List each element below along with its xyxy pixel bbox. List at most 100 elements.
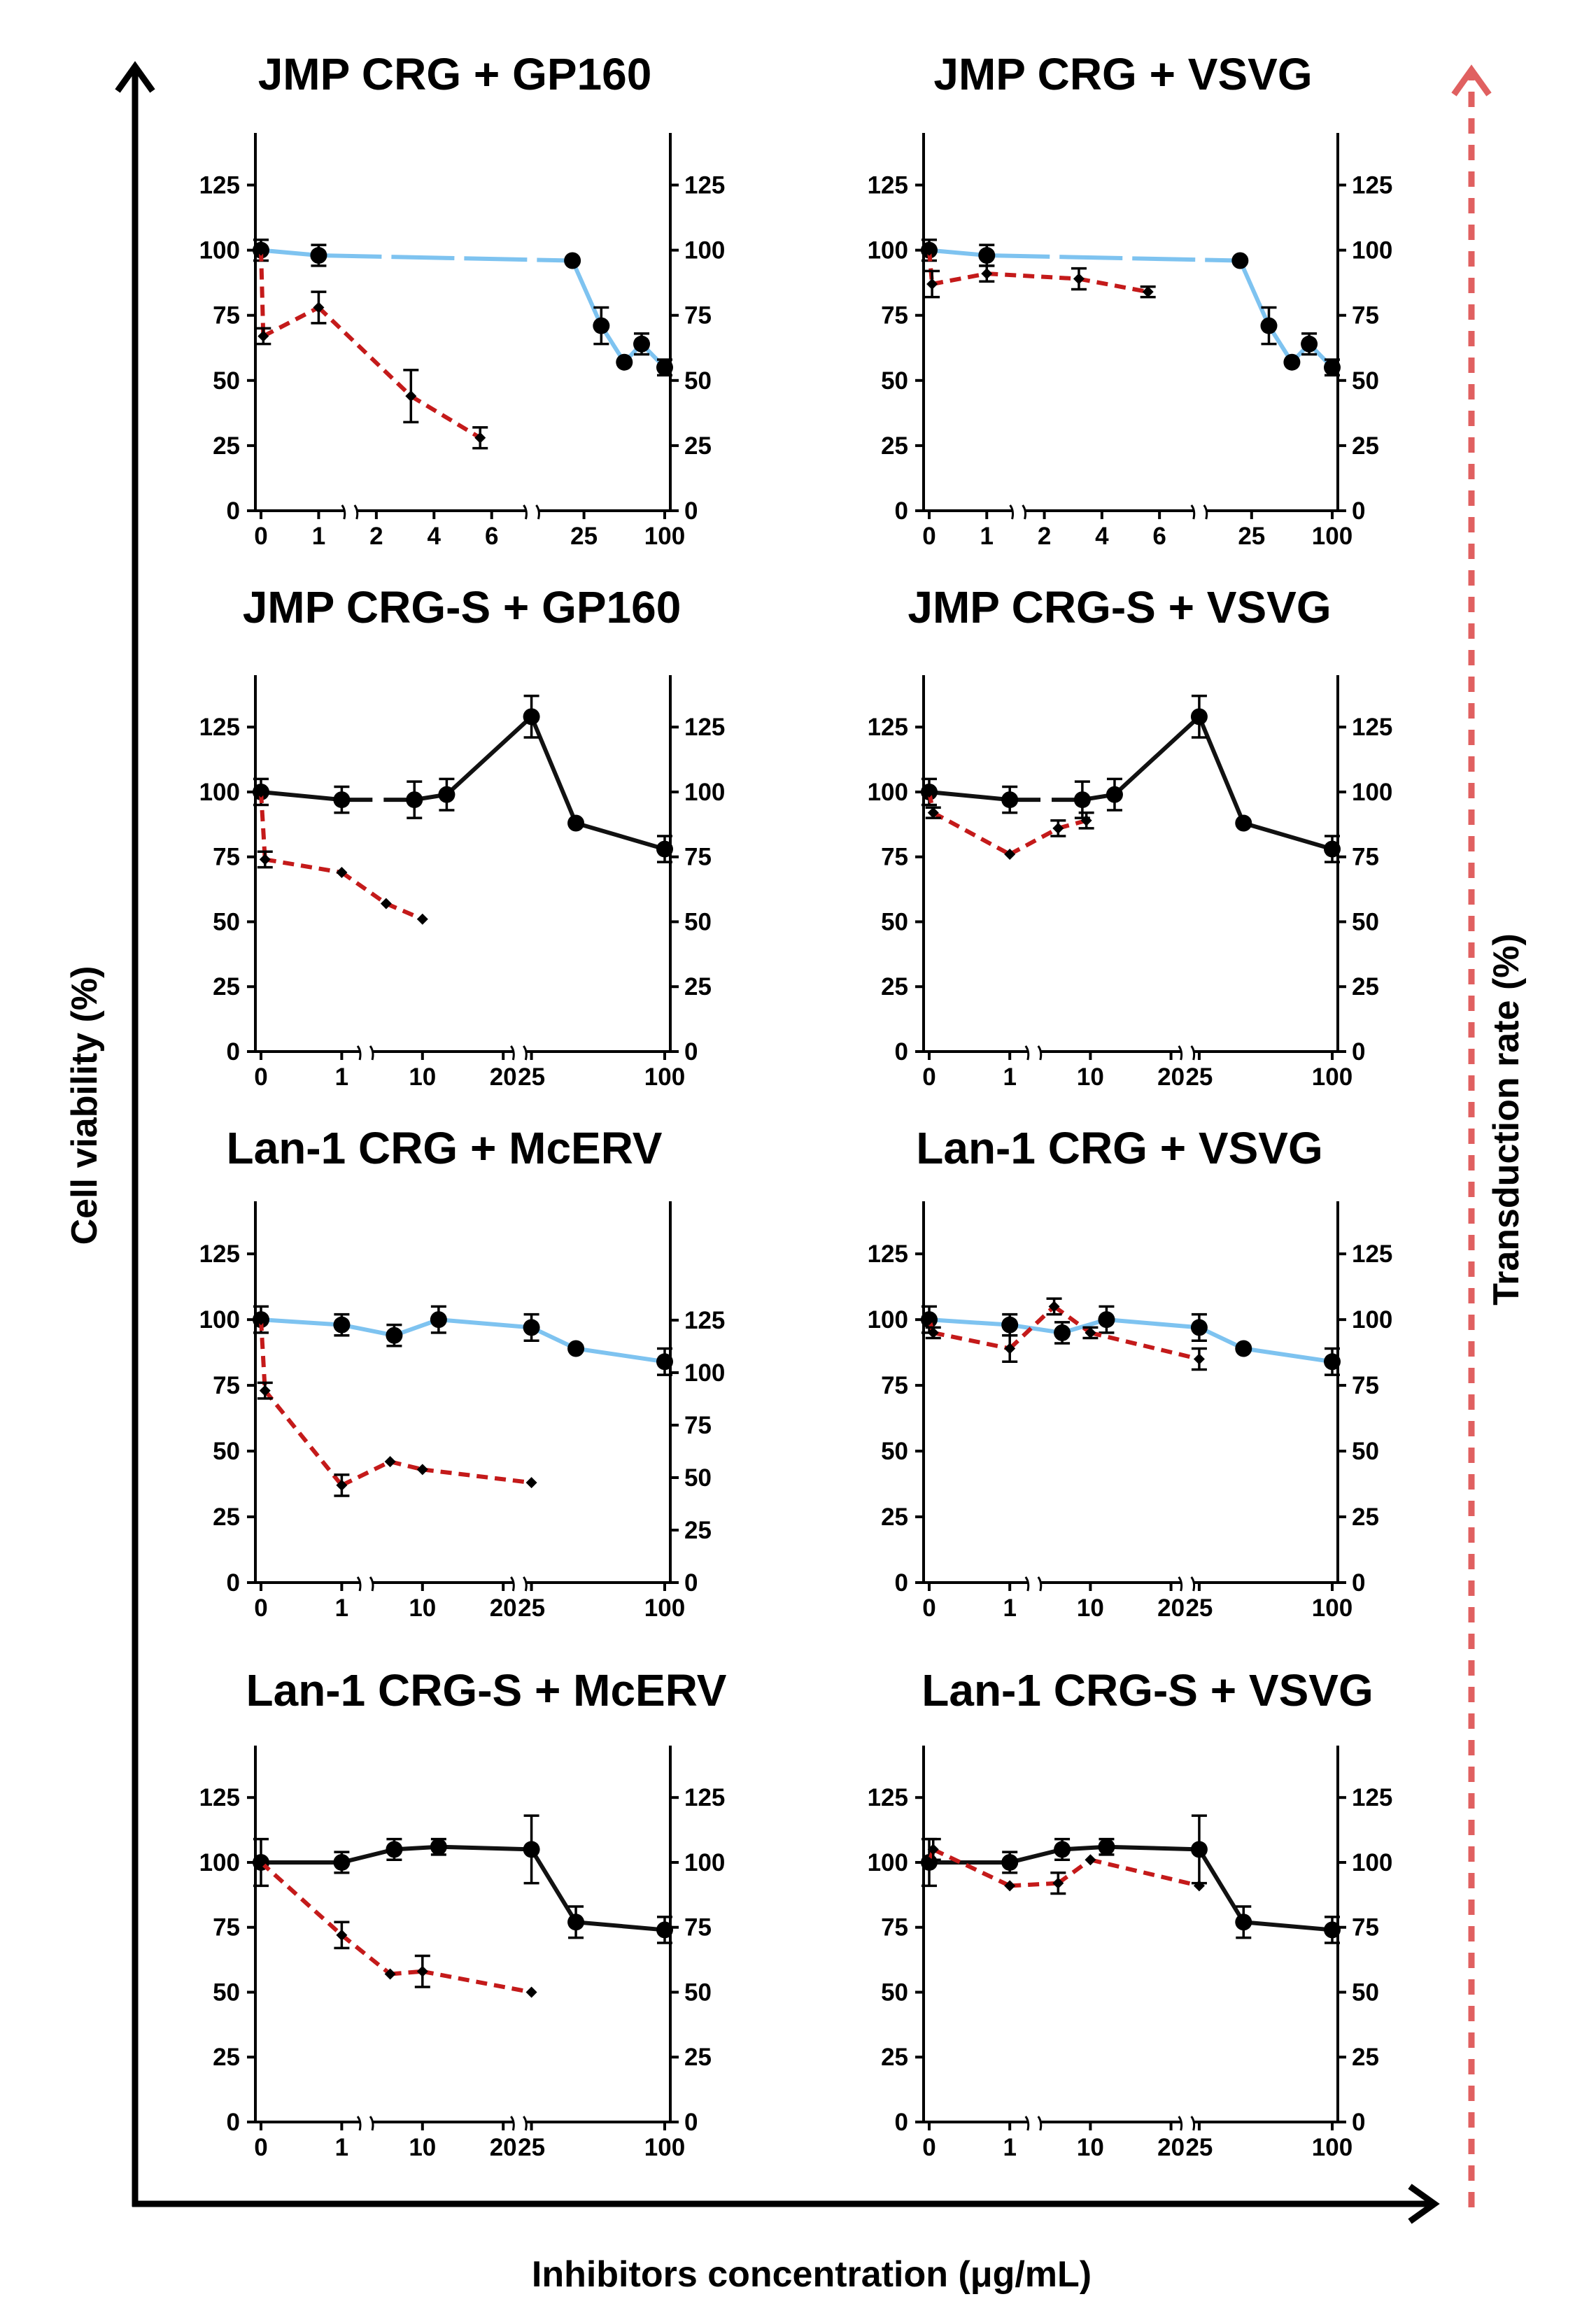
y-tick-label: 25 (213, 432, 240, 460)
data-point-circle (567, 1914, 585, 1931)
x-tick-label: 10 (409, 1594, 436, 1622)
y2-tick-label: 25 (1352, 2044, 1379, 2071)
data-point-diamond (257, 330, 269, 342)
data-point-diamond (927, 1327, 939, 1338)
x-tick-label: 100 (644, 1063, 685, 1091)
y2-tick-label: 100 (1352, 1306, 1392, 1334)
data-point-circle (1231, 252, 1249, 269)
y-tick-label: 75 (881, 844, 908, 871)
series-segment (1009, 1322, 1063, 1335)
series-segment (530, 1848, 578, 1923)
x-tick-label: 0 (922, 1594, 935, 1622)
data-point-diamond (416, 1965, 428, 1977)
y2-tick-label: 125 (1352, 1240, 1392, 1268)
y-tick-label: 125 (199, 1784, 240, 1811)
series-segment (1243, 1346, 1333, 1364)
y2-tick-label: 0 (1352, 1569, 1365, 1597)
y-tick-label: 100 (199, 779, 240, 806)
axis-break-mark (356, 1045, 362, 1061)
series-segment (1106, 1317, 1200, 1330)
y2-tick-label: 25 (684, 1517, 712, 1544)
y-tick-label: 125 (868, 714, 908, 741)
axis-break-mark (1178, 1045, 1183, 1061)
panel-title: JMP CRG + GP160 (258, 49, 652, 99)
data-point-circle (523, 1841, 540, 1858)
y-tick-label: 100 (868, 1849, 908, 1876)
data-point-diamond (1052, 1877, 1064, 1889)
data-point-circle (386, 1841, 403, 1858)
y-tick-label: 100 (199, 237, 240, 264)
y2-tick-label: 50 (1352, 908, 1379, 935)
right-axis-arrowhead (1451, 64, 1492, 97)
y2-tick-label: 100 (684, 1849, 725, 1876)
y2-tick-label: 125 (1352, 1784, 1392, 1811)
data-point-circle (1235, 814, 1252, 832)
x-tick-label: 100 (644, 1594, 685, 1622)
data-point-circle (593, 317, 610, 334)
data-point-circle (1054, 1324, 1071, 1341)
x-tick-label: 25 (1185, 1063, 1213, 1091)
y-tick-label: 50 (213, 908, 240, 935)
x-tick-label: 25 (518, 1063, 545, 1091)
data-point-circle (1324, 1353, 1341, 1371)
x-tick-label: 10 (409, 1063, 436, 1091)
data-point-circle (616, 353, 633, 371)
y2-tick-label: 100 (684, 237, 725, 264)
series-segment (317, 306, 413, 398)
data-point-diamond (1004, 1343, 1016, 1354)
series-segment (438, 1844, 532, 1852)
axis-break-mark (341, 504, 346, 520)
data-point-circle (1098, 1311, 1115, 1329)
x-tick-label: 0 (254, 1063, 267, 1091)
series-segment (422, 1467, 532, 1485)
axis-break-mark (1009, 504, 1015, 520)
data-point-diamond (336, 866, 348, 878)
axis-break-mark (1178, 1576, 1183, 1592)
y-tick-label: 125 (868, 1240, 908, 1268)
data-point-diamond (1193, 1353, 1205, 1365)
y2-tick-label: 50 (1352, 1979, 1379, 2006)
y2-tick-label: 100 (1352, 779, 1392, 806)
data-point-diamond (255, 244, 267, 256)
series-segment (1008, 826, 1059, 856)
series-segment (933, 1330, 1010, 1351)
data-point-diamond (336, 1929, 348, 1941)
axis-break-mark (1024, 2116, 1030, 2131)
x-tick-label: 25 (1185, 1594, 1213, 1622)
data-point-circle (333, 1853, 351, 1871)
series-segment (340, 870, 388, 905)
series-segment (445, 715, 533, 796)
y2-tick-label: 125 (1352, 714, 1392, 741)
series-segment (341, 1847, 395, 1865)
y2-tick-label: 25 (684, 973, 712, 1000)
data-point-diamond (1004, 1880, 1016, 1892)
y2-tick-label: 125 (684, 714, 725, 741)
data-point-circle (656, 840, 673, 858)
data-point-diamond (924, 1314, 935, 1326)
y-tick-label: 50 (213, 367, 240, 395)
y2-tick-label: 100 (1352, 1849, 1392, 1876)
axis-break-mark (523, 504, 528, 520)
y-tick-label: 125 (199, 1240, 240, 1268)
x-tick-label: 0 (922, 1063, 935, 1091)
y2-tick-label: 125 (684, 1784, 725, 1811)
data-point-circle (633, 335, 651, 353)
y2-tick-label: 0 (684, 1038, 698, 1066)
data-point-circle (333, 1316, 351, 1334)
y2-tick-label: 75 (684, 844, 712, 871)
data-point-circle (978, 247, 996, 264)
series-segment (1057, 818, 1087, 830)
x-tick-label: 6 (1152, 523, 1166, 550)
bottom-axis-label: Inhibitors concentration (μg/mL) (532, 2254, 1092, 2295)
y-tick-label: 75 (213, 1372, 240, 1399)
data-point-diamond (259, 854, 271, 865)
x-tick-label: 2 (369, 523, 383, 550)
x-tick-label: 20 (1157, 2134, 1185, 2161)
y2-tick-label: 100 (684, 779, 725, 806)
panel-title: JMP CRG-S + GP160 (243, 582, 682, 632)
data-point-circle (310, 247, 327, 264)
axis-break-mark (1024, 1045, 1030, 1061)
